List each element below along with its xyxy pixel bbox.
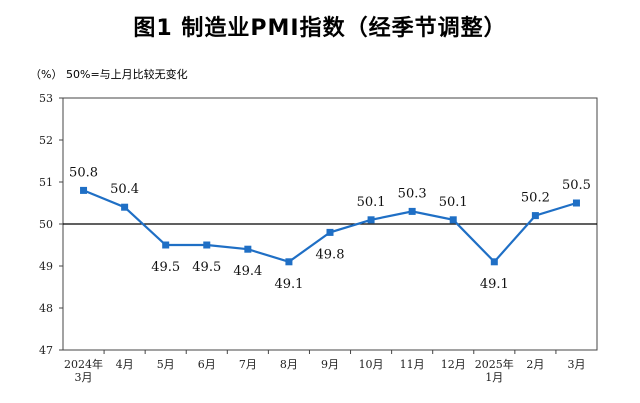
data-label: 50.3: [398, 186, 427, 201]
y-tick-label: 51: [39, 176, 53, 189]
data-point: [367, 216, 375, 224]
x-tick-label: 12月: [441, 358, 466, 371]
data-label: 49.5: [192, 260, 221, 275]
data-label: 50.1: [439, 195, 468, 210]
data-label: 50.2: [521, 191, 550, 206]
data-point: [408, 207, 416, 215]
axes: [62, 97, 598, 354]
data-point: [572, 199, 580, 207]
y-tick-label: 49: [39, 260, 53, 273]
data-point: [162, 241, 170, 249]
data-labels: 50.8 50.4 49.5 49.5 49.4 49.1 49.8 50.1 50.3 50.1…: [69, 165, 591, 291]
series-line: [80, 186, 580, 266]
y-tick-label: 47: [39, 344, 53, 357]
x-tick-label: 7月: [239, 358, 257, 371]
data-point: [326, 228, 334, 236]
data-point: [285, 258, 293, 266]
x-tick-label: 5月: [157, 358, 175, 371]
data-label: 49.1: [480, 277, 509, 292]
chart-note: 50%=与上月比较无变化: [66, 68, 188, 81]
data-point: [121, 203, 129, 211]
data-point: [449, 216, 457, 224]
data-point: [203, 241, 211, 249]
x-tick-label: 10月: [359, 358, 384, 371]
x-tick-label: 6月: [198, 358, 216, 371]
data-point: [490, 258, 498, 266]
x-tick-label: 8月: [280, 358, 298, 371]
data-label: 49.5: [151, 260, 180, 275]
x-tick-label: 9月: [321, 358, 339, 371]
chart-title: 图1 制造业PMI指数（经季节调整）: [133, 16, 507, 41]
data-label: 50.8: [69, 165, 98, 180]
y-tick-label: 53: [39, 92, 53, 105]
x-tick-label: 2025年 1月: [475, 357, 514, 384]
data-label: 50.5: [562, 178, 591, 193]
y-axis-ticks: 47 48 49 50 51 52 53: [39, 92, 63, 357]
data-point: [80, 186, 88, 194]
data-label: 50.1: [357, 195, 386, 210]
x-axis-ticks: 2024年 3月 4月 5月 6月 7月 8月 9月 10月 11月 12月 2025年 1月 2月 3月: [64, 357, 585, 384]
x-tick-label: 2月: [526, 358, 544, 371]
data-label: 49.8: [316, 247, 345, 262]
y-tick-label: 52: [39, 134, 53, 147]
data-label: 49.1: [274, 277, 303, 292]
x-tick-label: 11月: [400, 358, 425, 371]
data-point: [531, 212, 539, 220]
y-tick-label: 50: [39, 218, 53, 231]
data-label: 50.4: [110, 182, 139, 197]
x-tick-label: 2024年 3月: [64, 357, 103, 384]
x-tick-label: 3月: [567, 358, 585, 371]
x-tick-label: 4月: [116, 358, 134, 371]
y-axis-unit-label: （%）: [30, 68, 63, 81]
data-label: 49.4: [233, 264, 262, 279]
y-tick-label: 48: [39, 302, 53, 315]
data-point: [244, 245, 252, 253]
